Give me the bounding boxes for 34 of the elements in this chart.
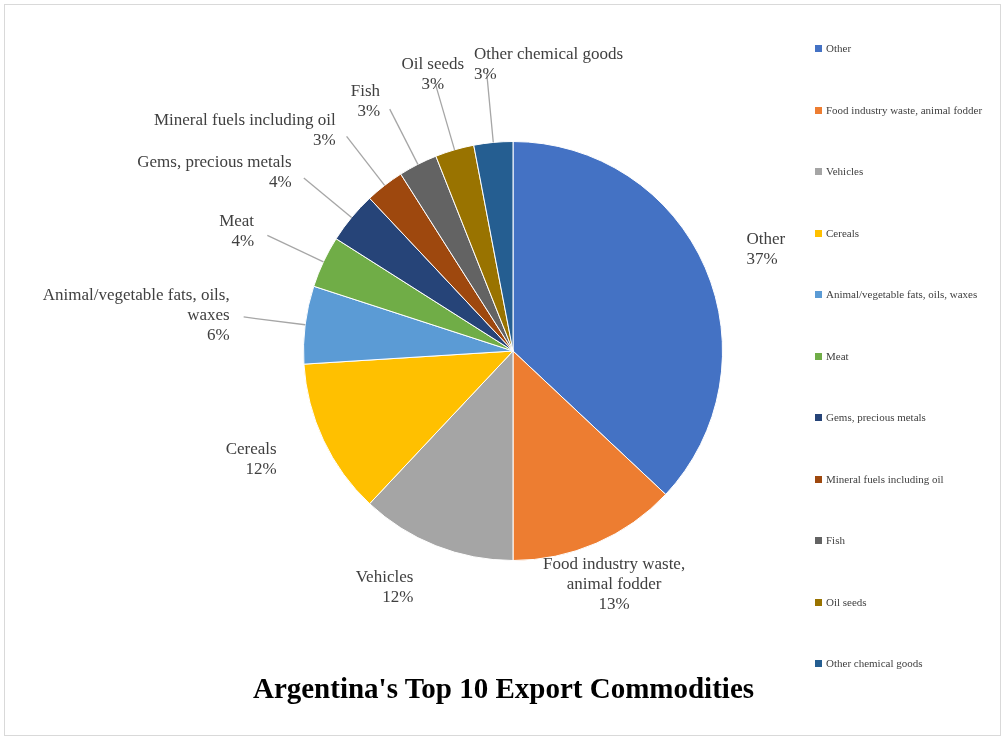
slice-label: Other	[746, 229, 786, 249]
slice-label: Mineral fuels including oil	[153, 109, 336, 129]
data-label: 4%	[231, 231, 255, 251]
data-label: 3%	[421, 74, 445, 94]
data-label: 3%	[313, 129, 336, 149]
slice-label: Other chemical goods	[473, 44, 624, 64]
legend-label: Vehicles	[825, 165, 865, 178]
legend-label: Meat	[825, 349, 850, 363]
data-label: 6%	[207, 325, 230, 345]
legend-label: Gems, precious metals	[825, 411, 927, 424]
data-label: 37%	[746, 249, 778, 269]
slice-label: Animal/vegetable fats, oils, waxes	[42, 285, 230, 325]
data-label: 3%	[357, 101, 381, 121]
text: Argentina's Top 10 Export Commodities	[251, 672, 756, 705]
legend-label: Mineral fuels including oil	[825, 472, 945, 486]
slice-label: Food industry waste, animal fodder	[543, 554, 686, 594]
slice-label: Fish	[350, 81, 381, 101]
data-label: 4%	[268, 172, 292, 192]
slice-label: Cereals	[225, 438, 277, 458]
slice-label: Meat	[219, 211, 255, 231]
slice-label: Oil seeds	[401, 54, 465, 74]
legend-label: Other	[825, 42, 853, 55]
legend-label: Fish	[825, 534, 846, 547]
slice-label: Vehicles	[355, 567, 414, 587]
data-label: 12%	[382, 587, 414, 607]
legend-label: Animal/vegetable fats, oils, waxes	[825, 288, 979, 301]
slice-label: Gems, precious metals	[137, 152, 292, 172]
legend-label: Oil seeds	[825, 595, 868, 609]
legend-label: Food industry waste, animal fodder	[825, 103, 984, 117]
legend-label: Cereals	[825, 226, 860, 240]
data-label: 12%	[245, 458, 277, 478]
data-label: 3%	[473, 64, 497, 84]
legend-label: Other chemical goods	[825, 657, 924, 670]
data-label: 13%	[598, 594, 630, 614]
